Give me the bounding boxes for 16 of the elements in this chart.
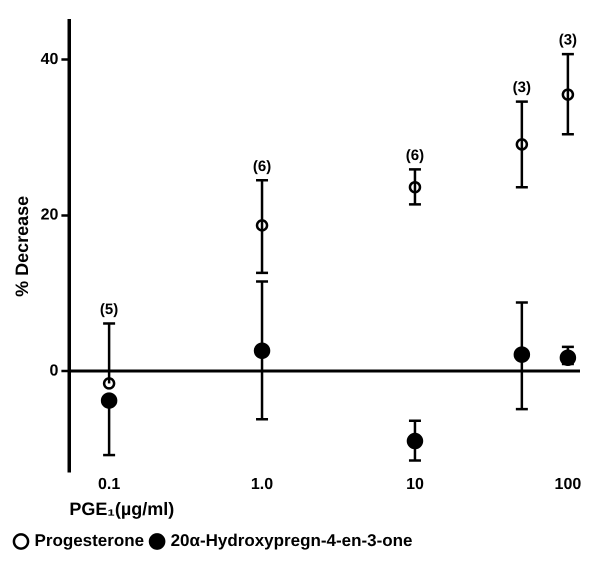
x-tick-label: 0.1 (98, 476, 120, 494)
y-tick-label: 0 (49, 362, 58, 380)
legend-label: 20α-Hydroxypregn-4-en-3-one (170, 531, 412, 550)
x-tick-label: 10 (406, 476, 424, 494)
annotation: (5) (100, 301, 118, 318)
annotation: (3) (512, 79, 532, 96)
annotation: (6) (406, 146, 424, 164)
x-tick-label: 1.0 (250, 476, 274, 494)
y-tick-label: 40 (40, 50, 58, 68)
y-axis-title: % Decrease (12, 196, 32, 297)
y-tick-label: 20 (40, 206, 58, 224)
x-tick-label: 100 (554, 476, 582, 494)
annotation: (6) (252, 158, 272, 175)
annotation: (3) (558, 32, 578, 49)
legend-label: Progesterone (34, 531, 144, 550)
x-axis-title: PGE₁(µg/ml) (69, 499, 174, 520)
